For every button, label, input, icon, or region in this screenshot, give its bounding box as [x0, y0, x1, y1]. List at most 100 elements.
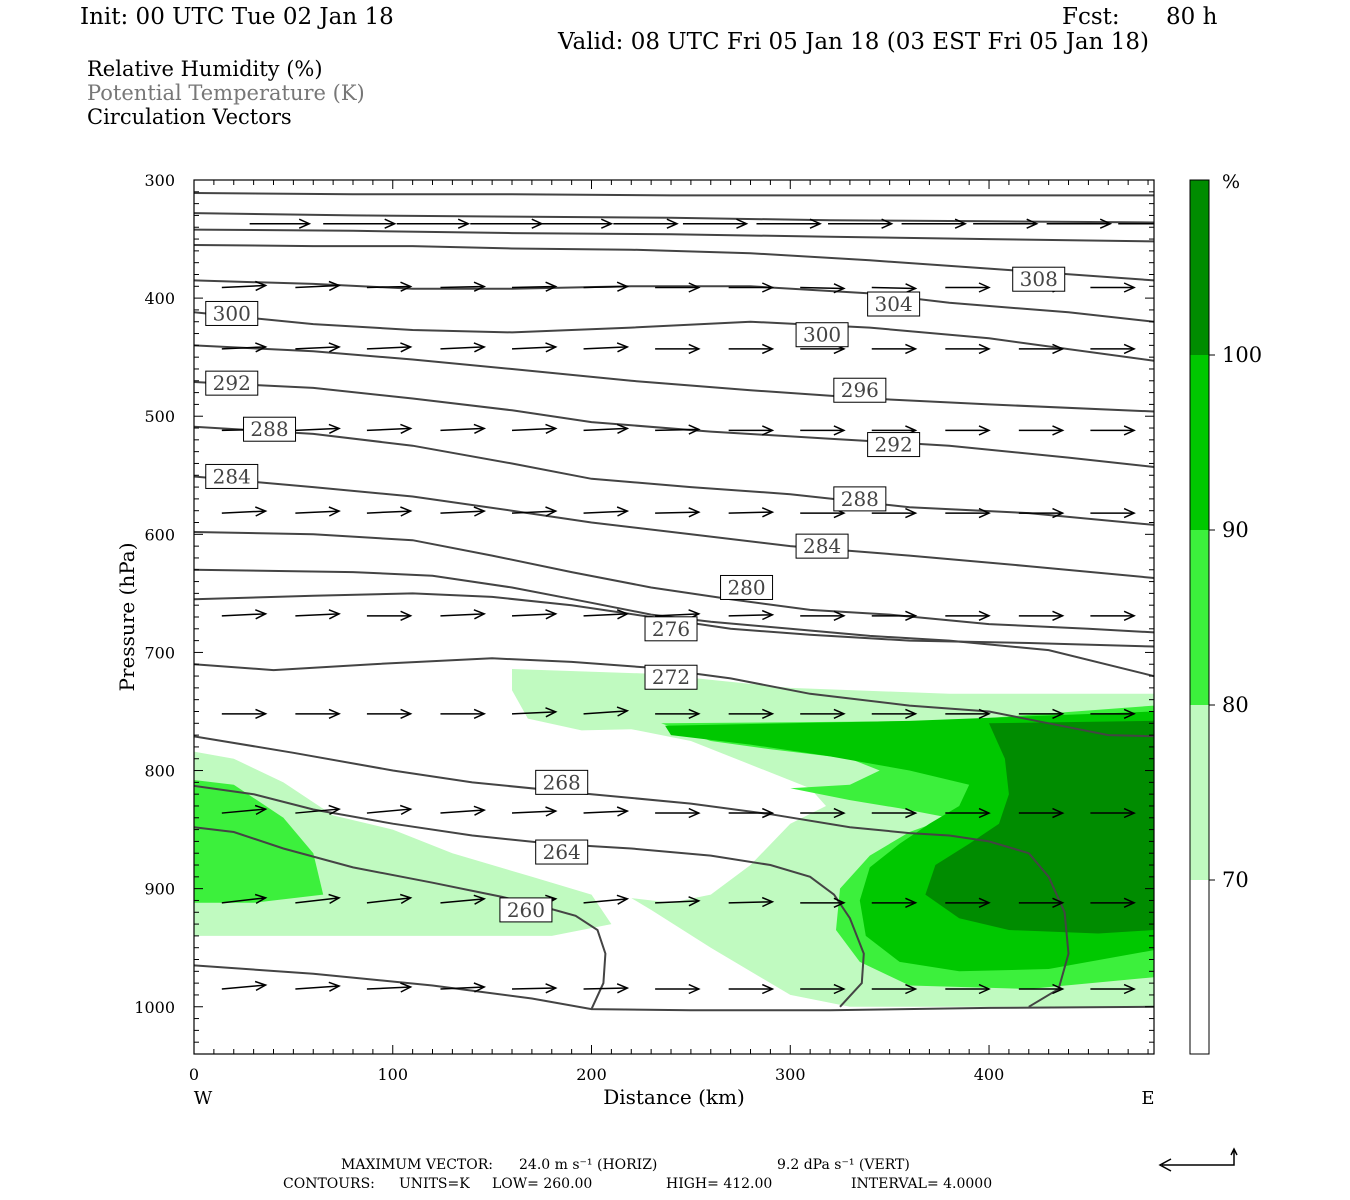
vector-head: [328, 804, 341, 816]
vector-head: [905, 983, 918, 995]
vector-arrow: [728, 708, 775, 719]
vector-arrow: [871, 343, 918, 355]
vector-shaft: [221, 346, 266, 350]
vector-head: [254, 893, 268, 905]
vector-head: [905, 897, 918, 908]
vector-head: [905, 343, 918, 355]
vector-arrow: [221, 609, 268, 620]
vector-head: [616, 894, 630, 905]
vector-head: [761, 807, 775, 819]
vector-head: [1052, 343, 1065, 355]
contour-label: 288: [833, 486, 887, 512]
contour-label-text: 292: [875, 433, 913, 457]
vector-shaft: [511, 987, 556, 990]
contour-label-text: 300: [213, 301, 251, 325]
vector-head: [473, 281, 487, 292]
colorbar-unit: %: [1222, 171, 1240, 193]
legend-potential-temperature: Potential Temperature (K): [87, 81, 365, 105]
contour-label-text: 276: [652, 617, 690, 641]
valid-time: Valid: 08 UTC Fri 05 Jan 18 (03 EST Fri …: [558, 29, 1149, 55]
vector-arrow: [800, 283, 846, 294]
vector-arrow: [728, 983, 775, 995]
vector-shaft: [511, 613, 556, 617]
vector-head: [978, 708, 991, 719]
contour-label-box: [535, 839, 589, 865]
vector-shaft: [655, 613, 699, 617]
vector-arrow: [221, 893, 268, 905]
vector-head: [978, 282, 991, 293]
y-tick-label: 400: [144, 289, 175, 308]
vector-arrow: [945, 708, 991, 719]
contour-label-box: [205, 463, 259, 489]
vector-head: [688, 343, 701, 355]
vector-head: [473, 342, 487, 353]
contour-high: HIGH= 412.00: [666, 1176, 773, 1192]
vector-shaft: [511, 346, 556, 350]
vector-shaft: [655, 428, 699, 432]
legend-circulation-vectors: Circulation Vectors: [87, 105, 292, 129]
vector-arrow: [1090, 425, 1136, 436]
vector-head: [761, 896, 775, 908]
y-axis-title: Pressure (hPa): [115, 543, 139, 692]
vector-head: [328, 893, 341, 905]
vector-shaft: [440, 613, 485, 617]
vector-arrow: [800, 807, 846, 819]
vector-arrow: [1018, 983, 1065, 995]
vector-head: [545, 609, 558, 620]
vector-arrow: [511, 609, 558, 620]
vector-head: [833, 897, 846, 908]
vector-head: [545, 423, 558, 434]
vector-arrow: [583, 894, 630, 905]
vector-head: [905, 708, 918, 719]
vector-arrow: [1018, 708, 1065, 719]
forecast-label: Fcst:: [1062, 4, 1120, 30]
vector-head: [400, 610, 413, 621]
vector-head: [954, 218, 968, 229]
vector-head: [978, 425, 991, 436]
contour-label: 264: [535, 839, 589, 865]
vector-arrow: [511, 707, 558, 718]
vector-head: [1123, 507, 1136, 519]
vector-shaft: [583, 285, 628, 289]
vector-head: [881, 218, 894, 229]
vector-arrow: [440, 805, 487, 816]
init-time: Init: 00 UTC Tue 02 Jan 18: [80, 4, 394, 30]
vector-shaft: [440, 986, 485, 990]
vector-head: [1123, 282, 1136, 293]
vector-shaft: [728, 614, 773, 617]
vector-arrow: [221, 804, 268, 816]
vector-arrow: [440, 506, 487, 517]
vector-head: [328, 506, 341, 517]
contour-label-text: 288: [250, 417, 288, 441]
contour-label: 308: [1012, 266, 1066, 292]
vector-head: [616, 506, 630, 517]
theta-contour-292-10: [194, 381, 1154, 468]
contour-label: 296: [833, 377, 887, 403]
vector-shaft: [366, 808, 411, 814]
vector-head: [761, 609, 775, 621]
vector-arrow: [511, 983, 558, 994]
vector-arrow: [539, 218, 614, 229]
vector-arrow: [655, 343, 701, 355]
theta-contour-320-17: [194, 192, 1154, 197]
vector-arrow: [323, 218, 397, 229]
vector-arrow: [221, 280, 268, 292]
vector-head: [328, 609, 341, 620]
vector-head: [473, 506, 487, 517]
contour-label-layer: 3002922882843083043002962922882842802762…: [205, 266, 1066, 923]
vector-arrow: [1090, 708, 1136, 719]
vector-arrow: [583, 806, 630, 817]
vector-head: [600, 218, 614, 229]
vector-arrow: [295, 893, 341, 905]
vector-head: [545, 983, 558, 994]
contour-label-box: [867, 432, 921, 458]
rh-region-100-5: [925, 720, 1154, 934]
vector-head: [328, 280, 341, 292]
vector-arrow: [1018, 425, 1065, 436]
vector-arrow: [583, 983, 630, 994]
vector-shaft: [583, 613, 628, 617]
vector-arrow: [800, 425, 846, 436]
theta-contour-288-9: [194, 425, 1154, 526]
vector-head: [761, 425, 775, 436]
vector-head: [254, 980, 268, 992]
